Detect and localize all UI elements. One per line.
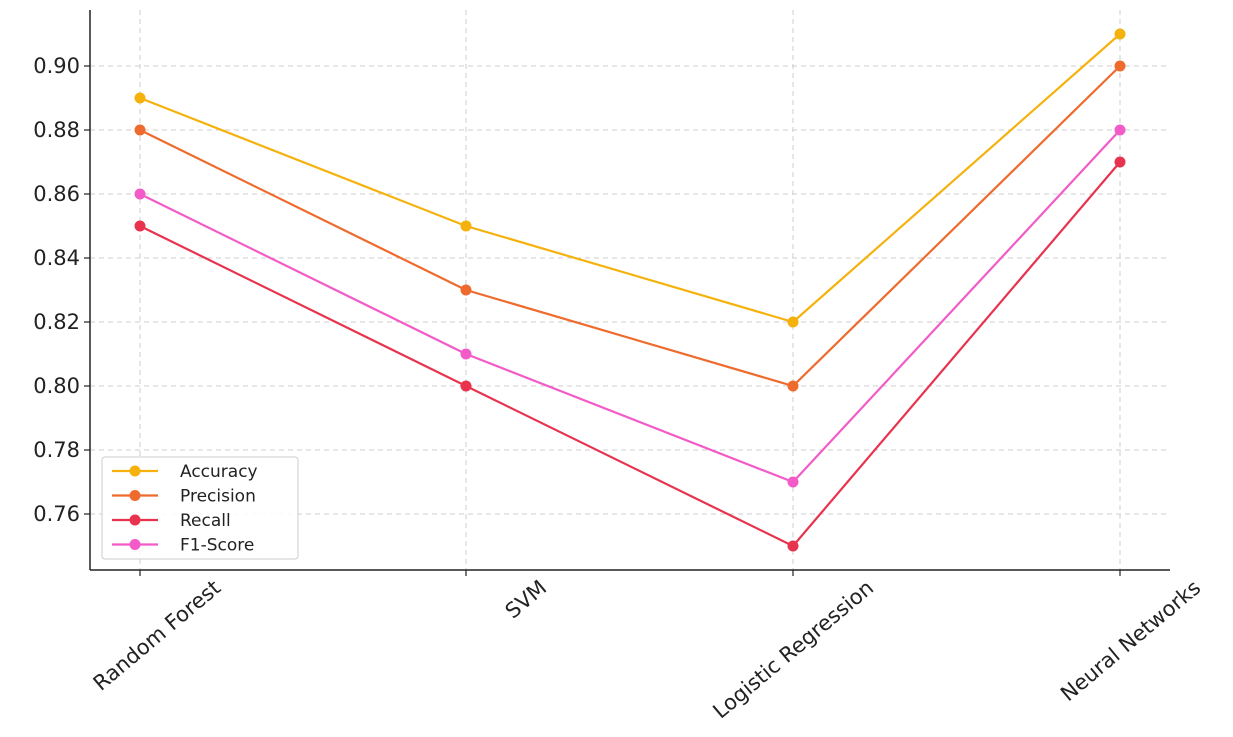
- legend-label: F1-Score: [180, 536, 254, 556]
- legend-label: Precision: [180, 487, 256, 507]
- data-point: [134, 92, 146, 104]
- data-point: [787, 540, 799, 552]
- x-tick-label: SVM: [501, 575, 552, 623]
- legend-item: Accuracy: [112, 462, 258, 482]
- x-tick-label: Random Forest: [89, 575, 226, 695]
- series-line: [139, 65, 1121, 388]
- series-line: [139, 129, 1121, 484]
- data-point: [1114, 156, 1126, 168]
- data-point: [787, 380, 799, 392]
- x-ticks: Random Forest SVM Logistic Regression Neura…: [89, 570, 1205, 723]
- series-group: [134, 28, 1126, 552]
- legend-swatch-marker: [129, 490, 141, 501]
- data-point: [787, 316, 799, 328]
- series-recall: [134, 156, 1126, 552]
- y-tick-label: 0.90: [33, 54, 80, 78]
- data-point: [134, 220, 146, 232]
- series-accuracy: [134, 28, 1126, 328]
- data-point: [460, 220, 472, 232]
- series-line: [139, 161, 1121, 548]
- y-tick-label: 0.88: [33, 118, 80, 142]
- y-ticks: 0.76 0.78 0.80 0.82 0.84 0.86 0.88 0.90: [33, 54, 90, 526]
- legend-item: Precision: [112, 487, 256, 507]
- y-tick-label: 0.78: [33, 438, 80, 462]
- y-tick-label: 0.84: [33, 246, 80, 270]
- legend-swatch-marker: [129, 514, 141, 526]
- legend: Accuracy Precision Recall F1-Score: [101, 456, 299, 560]
- legend-swatch-marker: [129, 539, 141, 550]
- data-point: [787, 476, 799, 488]
- data-point: [134, 188, 146, 200]
- y-tick-label: 0.80: [33, 374, 80, 398]
- x-tick-label: Logistic Regression: [708, 575, 878, 723]
- legend-box: [101, 456, 299, 560]
- x-tick-label: Neural Networks: [1056, 575, 1205, 706]
- data-point: [460, 284, 472, 296]
- y-tick-label: 0.82: [33, 310, 80, 334]
- legend-label: Recall: [180, 511, 231, 531]
- data-point: [460, 348, 472, 360]
- legend-swatch-marker: [129, 465, 141, 477]
- legend-item: Recall: [112, 511, 231, 531]
- series-precision: [134, 60, 1126, 392]
- series-line: [139, 33, 1121, 324]
- axes: [89, 10, 1170, 571]
- data-point: [460, 380, 472, 392]
- y-tick-label: 0.76: [33, 502, 80, 526]
- data-point: [134, 124, 146, 136]
- data-point: [1114, 124, 1126, 136]
- legend-label: Accuracy: [180, 462, 258, 482]
- data-point: [1114, 60, 1126, 72]
- data-point: [1114, 28, 1126, 40]
- series-f1-score: [134, 124, 1126, 488]
- y-tick-label: 0.86: [33, 182, 80, 206]
- legend-item: F1-Score: [112, 536, 254, 556]
